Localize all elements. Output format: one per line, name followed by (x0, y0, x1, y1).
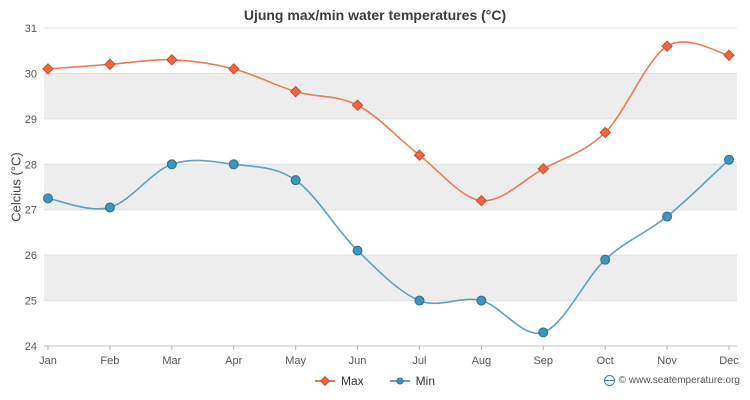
legend-label-min: Min (415, 374, 435, 388)
svg-text:Jan: Jan (39, 355, 57, 367)
legend-item-max: Max (314, 374, 364, 388)
svg-text:25: 25 (25, 296, 37, 308)
copyright-text: © www.seatemperature.org (618, 375, 740, 386)
svg-text:May: May (285, 355, 306, 367)
svg-text:31: 31 (25, 23, 37, 35)
copyright: © www.seatemperature.org (603, 375, 740, 386)
svg-text:Sep: Sep (533, 355, 553, 367)
svg-text:24: 24 (25, 341, 37, 353)
svg-text:Oct: Oct (597, 355, 614, 367)
svg-text:28: 28 (25, 159, 37, 171)
min-circle-icon (396, 377, 404, 385)
svg-text:Feb: Feb (100, 355, 119, 367)
legend-item-min: Min (389, 374, 435, 388)
svg-text:Jul: Jul (412, 355, 426, 367)
svg-text:Nov: Nov (657, 355, 677, 367)
svg-text:29: 29 (25, 114, 37, 126)
max-series-swatch (314, 376, 335, 386)
globe-icon (603, 375, 615, 386)
svg-text:27: 27 (25, 205, 37, 217)
svg-text:26: 26 (25, 250, 37, 262)
y-axis-label: Celcius (°C) (8, 152, 24, 222)
min-series-swatch (389, 377, 410, 385)
legend-label-max: Max (340, 374, 364, 388)
svg-text:30: 30 (25, 68, 37, 80)
max-diamond-icon (320, 376, 330, 386)
svg-text:Apr: Apr (225, 355, 242, 367)
svg-text:Jun: Jun (349, 355, 367, 367)
chart-title: Ujung max/min water temperatures (°C) (243, 7, 507, 23)
svg-text:Mar: Mar (162, 355, 181, 367)
svg-text:Dec: Dec (719, 355, 739, 367)
svg-text:Aug: Aug (472, 355, 492, 367)
legend: Max Min (0, 374, 750, 388)
